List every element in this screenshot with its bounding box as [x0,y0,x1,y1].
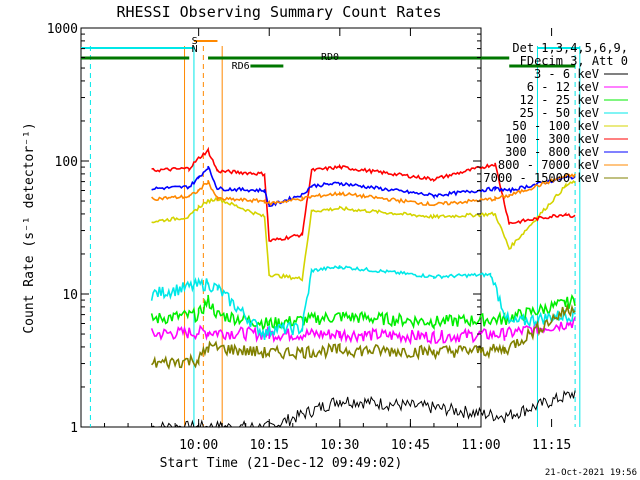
legend-header: FDecim 3, Att 0 [520,54,628,68]
x-tick-label: 10:45 [391,438,430,453]
series-line [151,146,576,243]
series-line [150,265,576,341]
y-axis: 1 10 100 1000 [47,22,481,436]
legend-label: 50 - 100 keV [512,119,599,133]
x-axis-label: Start Time (21-Dec-12 09:49:02) [160,456,403,471]
y-tick-label: 100 [55,155,78,170]
instrument-bands [81,40,581,427]
x-tick-label: 10:30 [320,438,359,453]
legend-label: 100 - 300 keV [505,132,599,146]
legend-label: 300 - 800 keV [505,145,599,159]
x-tick-label: 10:00 [179,438,218,453]
series-line [150,293,576,332]
series-line [150,317,576,346]
legend-label: 6 - 12 keV [527,80,599,94]
plot-frame [80,27,482,428]
series-line [151,303,576,371]
rd6-label: RD6 [232,61,250,72]
legend-header: Det 1,3,4,5,6,9, [512,41,628,55]
x-axis: 10:00 10:15 10:30 10:45 11:00 11:15 [80,28,571,453]
series-line [151,180,576,282]
y-axis-label: Count Rate (s⁻¹ detector⁻¹) [22,122,37,333]
legend-label: 12 - 25 keV [520,93,599,107]
x-tick-label: 11:00 [461,438,500,453]
y-tick-label: 1 [70,421,78,436]
series-line [151,389,576,429]
legend-label: 25 - 50 keV [520,106,599,120]
legend-label: 3 - 6 keV [534,67,599,81]
series-line [151,165,576,208]
rd0-label: RD0 [321,52,339,63]
y-tick-label: 1000 [47,22,78,37]
footer-timestamp: 21-Oct-2021 19:56 [545,468,637,478]
marker-group: RD0 RD6 SN [81,36,576,72]
x-tick-label: 11:15 [532,438,571,453]
x-tick-label: 10:15 [250,438,289,453]
series-group [150,146,576,429]
n-label: N [192,44,198,55]
y-tick-label: 10 [62,288,78,303]
legend: Det 1,3,4,5,6,9,FDecim 3, Att 03 - 6 keV… [483,41,628,185]
chart-title: RHESSI Observing Summary Count Rates [116,3,441,21]
legend-label: 800 - 7000 keV [498,158,599,172]
series-line [151,173,576,207]
s-label: S [192,36,198,47]
legend-label: 7000 - 15000 keV [483,171,599,185]
